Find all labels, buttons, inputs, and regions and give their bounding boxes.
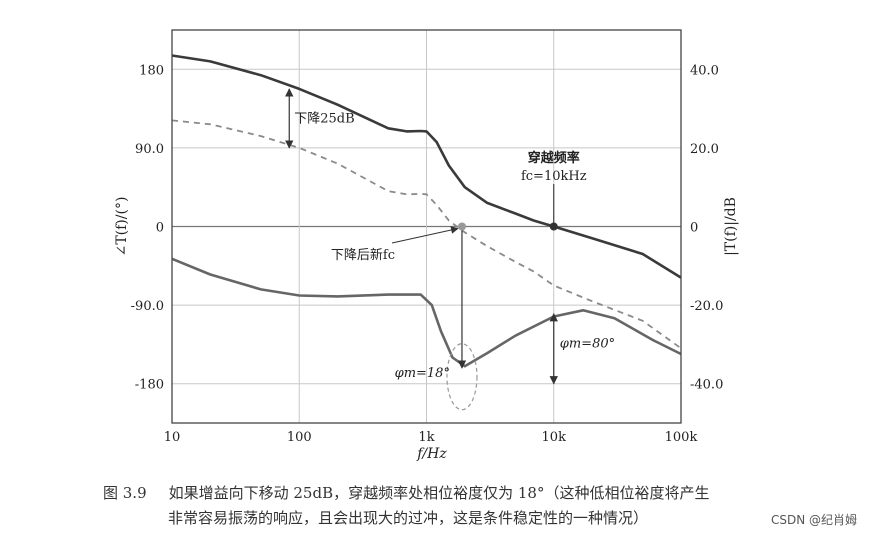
left-tick-label: 0	[156, 221, 164, 236]
phase-margin-80-label: φm=80°	[560, 337, 615, 352]
crossover-marker	[457, 222, 466, 231]
x-tick-label: 100k	[665, 430, 698, 445]
grid	[171, 30, 682, 423]
right-tick-label: -40.0	[690, 378, 723, 393]
plot-frame	[171, 29, 682, 424]
right-tick-label: 0	[690, 221, 698, 236]
annotation-layer: 下降25dB 穿越频率 fc=10kHz 下降后新fc φm=18° φm=80°	[285, 88, 615, 411]
left-tick-label: -180	[135, 378, 164, 393]
phase-margin-18-label: φm=18°	[395, 366, 450, 381]
right-tick-label: -20.0	[690, 299, 723, 314]
right-tick-label: 40.0	[690, 63, 719, 78]
gain-shift-label: 下降25dB	[294, 111, 354, 126]
watermark: CSDN @纪肖姆	[770, 513, 857, 527]
x-axis-label: f/Hz	[416, 446, 447, 462]
figure-caption: 图 3.9 如果增益向下移动 25dB，穿越频率处相位裕度仅为 18°（这种低相位…	[103, 481, 803, 531]
x-tick-label: 1k	[418, 430, 434, 445]
new-fc-label: 下降后新fc	[331, 247, 395, 263]
axes: 180 90.0 0 -90.0 -180 40.0 20.0 0 -20.0 -40.0 10 10…	[114, 29, 739, 462]
caption-line-1: 图 3.9 如果增益向下移动 25dB，穿越频率处相位裕度仅为 18°（这种低相位…	[103, 481, 803, 506]
caption-line-2: 非常容易振荡的响应，且会出现大的过冲，这是条件稳定性的一种情况）	[168, 509, 649, 527]
x-tick-label: 100	[287, 430, 312, 445]
new-fc-arrow	[391, 226, 459, 244]
crossover-value: fc=10kHz	[521, 169, 587, 184]
x-tick-label: 10	[164, 430, 181, 445]
bode-plot: 下降25dB 穿越频率 fc=10kHz 下降后新fc φm=18° φm=80° 180…	[114, 29, 739, 462]
left-tick-label: -90.0	[131, 299, 164, 314]
left-tick-label: 180	[139, 63, 164, 78]
right-axis-label: |T(f)|/dB	[723, 197, 739, 256]
right-tick-label: 20.0	[690, 142, 719, 157]
left-axis-label: ∠T(f)/(°)	[114, 197, 130, 257]
crossover-title: 穿越频率	[528, 150, 580, 166]
series-phase	[171, 257, 682, 368]
crossover-marker	[549, 222, 558, 231]
caption-text-1: 如果增益向下移动 25dB，穿越频率处相位裕度仅为 18°（这种低相位裕度将产生	[168, 484, 710, 502]
phase-margin-highlight	[446, 343, 478, 411]
left-tick-label: 90.0	[135, 142, 164, 157]
x-tick-label: 10k	[542, 430, 567, 445]
figure-label: 图 3.9	[103, 484, 147, 502]
